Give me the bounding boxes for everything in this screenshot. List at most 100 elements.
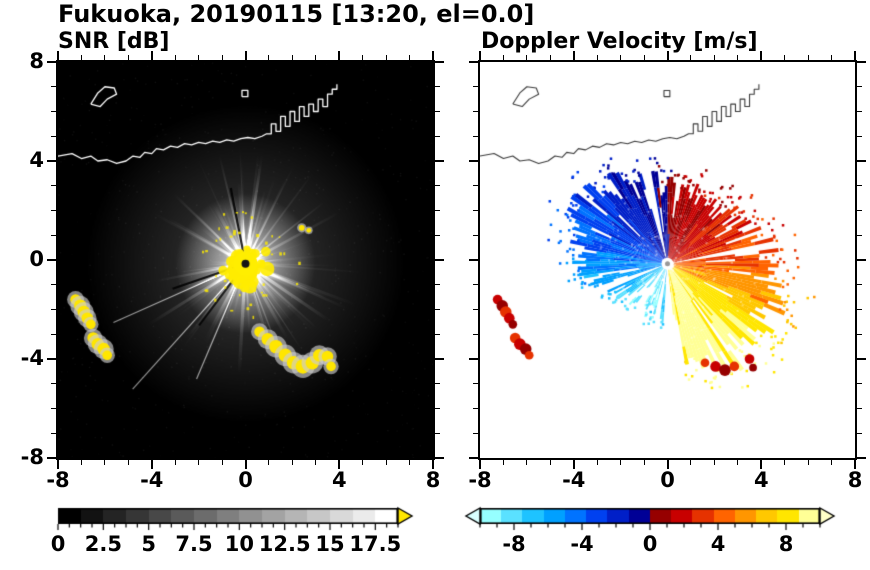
axis-tick [857, 86, 862, 88]
axis-tick [473, 111, 478, 112]
axis-tick [338, 51, 341, 60]
axis-tick [760, 51, 763, 60]
axis-tick [409, 460, 411, 465]
x-tick-label: 0 [660, 468, 675, 492]
axis-tick [362, 55, 364, 60]
colorbar-tick-label: -4 [570, 532, 594, 556]
axis-tick [150, 460, 153, 469]
axis-tick [469, 160, 478, 162]
axis-tick [435, 234, 440, 236]
axis-tick [385, 460, 387, 465]
axis-tick [596, 55, 598, 60]
colorbar-tick-label: 5 [141, 532, 156, 556]
axis-tick [690, 55, 692, 60]
x-tick-label: -4 [562, 468, 586, 492]
colorbar-tick-label: -8 [502, 532, 526, 556]
axis-tick [435, 185, 440, 187]
axis-tick [51, 234, 56, 236]
axis-tick [315, 460, 317, 465]
axis-tick [221, 460, 223, 465]
axis-tick [857, 432, 862, 434]
y-tick-label: 4 [29, 148, 44, 172]
axis-tick [47, 358, 56, 360]
axis-tick [435, 111, 440, 112]
axis-tick [473, 86, 478, 88]
axis-tick [857, 259, 866, 261]
axis-tick [291, 55, 293, 60]
axis-tick [198, 55, 200, 60]
axis-tick [807, 460, 809, 465]
x-tick-label: -4 [140, 468, 164, 492]
axis-tick [473, 408, 478, 409]
axis-tick [713, 55, 715, 60]
axis-tick [315, 55, 317, 60]
axis-tick [150, 51, 153, 60]
axis-tick [362, 460, 364, 465]
x-tick-label: 4 [753, 468, 769, 492]
axis-tick [473, 309, 478, 310]
x-tick-label: 0 [238, 468, 253, 492]
axis-tick [643, 55, 645, 60]
axis-tick [435, 309, 440, 310]
axis-tick [473, 185, 478, 187]
colorbar-tick-label: 0 [50, 532, 66, 556]
axis-tick [502, 55, 504, 60]
axis-tick [80, 55, 82, 60]
axis-tick [572, 460, 575, 469]
axis-tick [432, 51, 434, 60]
axis-tick [268, 460, 270, 465]
colorbar-tick-label: 15 [315, 532, 345, 556]
x-tick-label: 4 [331, 468, 347, 492]
axis-tick [435, 135, 440, 137]
axis-tick [857, 408, 862, 409]
axis-tick [435, 408, 440, 409]
axis-tick [435, 160, 444, 162]
axis-tick [784, 460, 786, 465]
axis-tick [473, 432, 478, 434]
colorbar-tick-label: 7.5 [175, 532, 213, 556]
axis-tick [857, 383, 862, 385]
axis-tick [737, 460, 739, 465]
axis-tick [473, 383, 478, 385]
axis-tick [338, 460, 341, 469]
axis-tick [51, 432, 56, 434]
y-tick-label: -8 [20, 445, 44, 469]
axis-tick [857, 111, 862, 112]
axis-tick [854, 51, 856, 60]
axis-tick [244, 460, 247, 469]
axis-tick [409, 55, 411, 60]
figure-title: Fukuoka, 20190115 [13:20, el=0.0] [58, 0, 535, 28]
axis-tick [174, 55, 176, 60]
axis-tick [51, 408, 56, 409]
axis-tick [857, 185, 862, 187]
axis-tick [713, 460, 715, 465]
doppler-colorbar [464, 506, 838, 532]
axis-tick [502, 460, 504, 465]
axis-tick [435, 210, 440, 211]
axis-tick [435, 259, 444, 261]
y-tick-label: 8 [29, 49, 44, 73]
axis-tick [469, 358, 478, 360]
axis-tick [572, 51, 575, 60]
axis-tick [857, 358, 866, 360]
axis-tick [51, 333, 56, 335]
axis-tick [244, 51, 247, 60]
axis-tick [857, 333, 862, 335]
axis-tick [620, 460, 622, 465]
axis-tick [80, 460, 82, 465]
axis-tick [831, 55, 833, 60]
x-tick-label: -8 [468, 468, 492, 492]
axis-tick [549, 55, 551, 60]
y-tick-label: -4 [20, 346, 44, 370]
axis-tick [198, 460, 200, 465]
axis-tick [268, 55, 270, 60]
colorbar-tick-label: 4 [710, 532, 726, 556]
axis-tick [473, 284, 478, 286]
colorbar-tick-label: 8 [778, 532, 794, 556]
axis-tick [51, 135, 56, 137]
axis-tick [435, 86, 440, 88]
axis-tick [127, 55, 129, 60]
axis-tick [435, 383, 440, 385]
axis-tick [57, 460, 59, 469]
